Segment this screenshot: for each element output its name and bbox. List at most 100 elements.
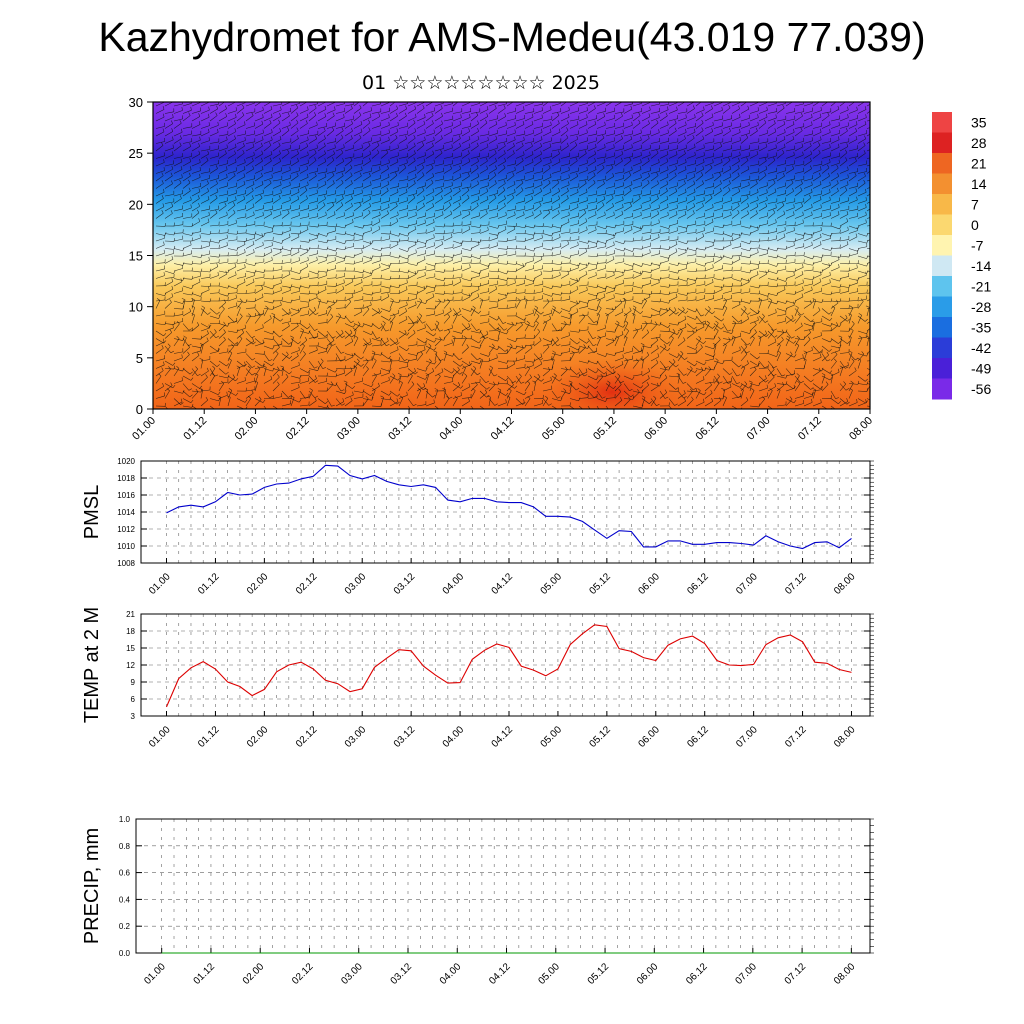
x-tick-label: 07.00 xyxy=(733,961,759,987)
y-tick-label: 5 xyxy=(136,351,143,366)
colorbar-swatch xyxy=(932,194,952,215)
colorbar-swatch xyxy=(932,214,952,236)
y-tick-label: 21 xyxy=(126,610,135,619)
x-tick-label: 02.00 xyxy=(241,961,267,987)
x-tick-label: 07.12 xyxy=(783,571,809,597)
x-tick-label: 01.00 xyxy=(142,961,168,987)
colorbar-swatch xyxy=(932,255,952,277)
x-tick-label: 02.12 xyxy=(294,724,320,750)
x-tick-label: 03.00 xyxy=(339,961,365,987)
y-tick-label: 0.2 xyxy=(119,922,131,931)
x-tick-label: 04.00 xyxy=(438,961,464,987)
y-tick-label: 1012 xyxy=(117,525,135,534)
x-tick-label: 03.00 xyxy=(343,571,369,597)
colorbar-swatches xyxy=(932,112,952,400)
warm-core xyxy=(542,358,682,409)
x-tick-label: 01.00 xyxy=(147,571,173,597)
x-tick-label: 02.12 xyxy=(290,961,316,987)
y-tick-label: 0.4 xyxy=(119,895,131,904)
x-tick-label: 03.12 xyxy=(389,961,415,987)
colorbar-swatch xyxy=(932,173,952,195)
colorbar-label: -35 xyxy=(971,319,991,335)
y-tick-label: 1016 xyxy=(117,491,135,500)
series-line xyxy=(165,624,852,708)
colorbar-swatch xyxy=(932,235,952,256)
colorbar-swatch xyxy=(932,132,952,154)
colorbar-label: -56 xyxy=(971,381,991,397)
y-tick-label: 0 xyxy=(136,402,143,417)
x-tick-label: 02.00 xyxy=(245,724,271,750)
colorbar-swatch xyxy=(932,276,952,297)
x-tick-label: 07.12 xyxy=(796,415,824,443)
colorbar-label: 35 xyxy=(971,114,987,130)
cross-section-x-axis: 01.00 01.12 02.00 02.12 03.00 03.12 04.00 04.12… xyxy=(130,409,875,443)
x-tick-label: 02.12 xyxy=(294,571,320,597)
x-tick-label: 01.12 xyxy=(181,415,209,443)
y-tick-label: 0.8 xyxy=(119,842,131,851)
x-tick-label: 07.00 xyxy=(745,415,773,443)
y-tick-label: 12 xyxy=(126,661,135,670)
x-tick-label: 06.12 xyxy=(685,571,711,597)
y-tick-label: 0.0 xyxy=(119,949,131,958)
x-tick-label: 05.00 xyxy=(539,571,565,597)
chart-subtitle: 01 ☆☆☆☆☆☆☆☆☆ 2025 xyxy=(362,72,600,94)
colorbar-label: -21 xyxy=(971,278,991,294)
colorbar-label: -49 xyxy=(971,360,991,376)
x-tick-label: 04.12 xyxy=(490,724,516,750)
colorbar-label: -28 xyxy=(971,299,991,315)
colorbar-label: 28 xyxy=(971,135,987,151)
x-tick-label: 01.00 xyxy=(130,415,158,443)
colorbar-labels: 35 28 21 14 7 0 -7 -14 -21 -28 -35 -42 -49 -56 xyxy=(971,114,991,397)
colorbar-swatch xyxy=(932,317,952,338)
y-tick-label: 3 xyxy=(131,712,136,721)
x-tick-label: 03.12 xyxy=(386,415,414,443)
x-tick-label: 05.00 xyxy=(539,724,565,750)
x-tick-label: 06.00 xyxy=(636,724,662,750)
y-tick-label: 1010 xyxy=(117,542,135,551)
colorbar-label: 7 xyxy=(971,196,979,212)
x-tick-label: 08.00 xyxy=(832,961,858,987)
x-tick-label: 06.12 xyxy=(684,961,710,987)
cross-section-panel: 0 5 10 15 20 25 30 01.00 01.12 02.00 02.12 03.00 03… xyxy=(129,95,876,443)
y-tick-label: 15 xyxy=(129,249,143,264)
x-tick-label: 03.00 xyxy=(343,724,369,750)
y-tick-label: 20 xyxy=(129,197,143,212)
y-axis-label: PMSL xyxy=(81,485,103,539)
x-tick-label: 04.00 xyxy=(441,571,467,597)
y-tick-label: 18 xyxy=(126,627,135,636)
x-tick-label: 04.12 xyxy=(489,415,517,443)
colorbar-swatch xyxy=(932,378,952,400)
x-tick-label: 01.12 xyxy=(192,961,218,987)
y-tick-label: 10 xyxy=(129,300,143,315)
colorbar: 35 28 21 14 7 0 -7 -14 -21 -28 -35 -42 -49 -56 xyxy=(932,112,991,400)
y-tick-label: 1008 xyxy=(117,559,135,568)
x-tick-label: 03.12 xyxy=(392,724,418,750)
x-tick-label: 06.00 xyxy=(635,961,661,987)
y-tick-label: 1014 xyxy=(117,508,135,517)
y-tick-label: 15 xyxy=(126,644,135,653)
colorbar-swatch xyxy=(932,153,952,174)
x-tick-label: 08.00 xyxy=(832,571,858,597)
x-tick-label: 07.12 xyxy=(783,961,809,987)
x-tick-label: 05.12 xyxy=(587,571,613,597)
x-tick-label: 01.12 xyxy=(196,724,222,750)
x-tick-label: 05.12 xyxy=(591,415,619,443)
x-tick-label: 06.00 xyxy=(642,415,670,443)
y-axis-label: TEMP at 2 M xyxy=(81,607,103,723)
y-tick-label: 9 xyxy=(131,678,136,687)
x-tick-label: 07.00 xyxy=(734,724,760,750)
x-tick-label: 03.12 xyxy=(392,571,418,597)
x-tick-label: 08.00 xyxy=(832,724,858,750)
x-tick-label: 04.00 xyxy=(441,724,467,750)
x-tick-label: 05.12 xyxy=(587,724,613,750)
x-tick-label: 08.00 xyxy=(847,415,875,443)
y-axis-label: PRECIP, mm xyxy=(81,828,103,944)
colorbar-label: -7 xyxy=(971,237,984,253)
colorbar-swatch xyxy=(932,296,952,318)
x-tick-label: 02.12 xyxy=(284,415,312,443)
x-tick-label: 06.00 xyxy=(636,571,662,597)
y-tick-label: 1020 xyxy=(117,457,135,466)
temp-panel: 3 6 9 12 15 18 21 01.00 01.12 02.00 02.12 03.00 03.1… xyxy=(81,607,874,750)
x-tick-label: 07.12 xyxy=(783,724,809,750)
